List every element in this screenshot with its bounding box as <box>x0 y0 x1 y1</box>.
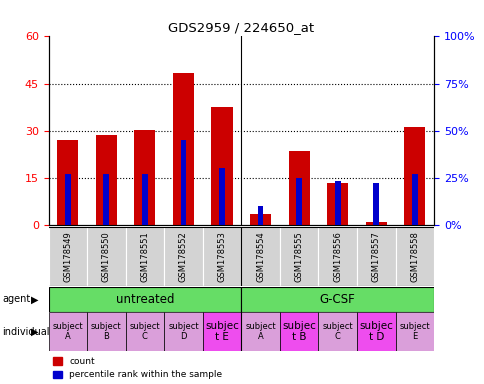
Text: subject
E: subject E <box>399 322 429 341</box>
Text: agent: agent <box>2 294 30 305</box>
Bar <box>318 312 356 351</box>
Bar <box>219 168 225 225</box>
Bar <box>164 227 202 286</box>
Bar <box>356 227 395 286</box>
Text: subject
B: subject B <box>91 322 121 341</box>
Text: GSM178552: GSM178552 <box>179 231 188 282</box>
Text: ▶: ▶ <box>30 326 38 337</box>
Text: G-CSF: G-CSF <box>319 293 355 306</box>
Bar <box>318 227 356 286</box>
Legend: count, percentile rank within the sample: count, percentile rank within the sample <box>53 357 222 379</box>
Text: GSM178557: GSM178557 <box>371 231 380 282</box>
Bar <box>373 183 378 225</box>
Bar <box>48 287 241 312</box>
Bar <box>125 312 164 351</box>
Bar <box>87 312 125 351</box>
Bar <box>411 174 417 225</box>
Bar <box>365 222 386 225</box>
Text: subject
C: subject C <box>322 322 352 341</box>
Bar <box>288 151 309 225</box>
Bar <box>65 174 71 225</box>
Title: GDS2959 / 224650_at: GDS2959 / 224650_at <box>168 21 314 34</box>
Bar <box>142 174 148 225</box>
Text: GSM178550: GSM178550 <box>102 231 111 282</box>
Text: GSM178551: GSM178551 <box>140 231 149 282</box>
Text: GSM178553: GSM178553 <box>217 231 226 282</box>
Bar <box>164 312 202 351</box>
Text: subject
D: subject D <box>168 322 198 341</box>
Text: ▶: ▶ <box>30 294 38 305</box>
Text: subjec
t D: subjec t D <box>359 321 393 343</box>
Bar <box>403 127 424 225</box>
Bar <box>95 135 117 225</box>
Bar <box>296 178 302 225</box>
Text: subjec
t E: subjec t E <box>205 321 239 343</box>
Bar <box>103 174 109 225</box>
Bar <box>125 227 164 286</box>
Bar <box>202 312 241 351</box>
Bar <box>48 227 87 286</box>
Bar <box>279 312 318 351</box>
Bar <box>241 227 279 286</box>
Bar <box>395 227 433 286</box>
Bar <box>279 227 318 286</box>
Bar <box>241 287 433 312</box>
Bar <box>87 227 125 286</box>
Bar <box>249 214 271 225</box>
Bar <box>257 206 263 225</box>
Text: individual: individual <box>2 326 50 337</box>
Text: subjec
t B: subjec t B <box>282 321 316 343</box>
Bar <box>134 130 155 225</box>
Bar <box>48 312 87 351</box>
Text: GSM178554: GSM178554 <box>256 231 265 282</box>
Text: subject
A: subject A <box>52 322 83 341</box>
Bar <box>334 181 340 225</box>
Bar <box>211 107 232 225</box>
Bar <box>172 73 194 225</box>
Bar <box>356 312 395 351</box>
Bar <box>180 140 186 225</box>
Bar <box>202 227 241 286</box>
Text: subject
A: subject A <box>245 322 275 341</box>
Text: untreated: untreated <box>115 293 174 306</box>
Text: GSM178558: GSM178558 <box>409 231 419 282</box>
Bar <box>57 140 78 225</box>
Text: GSM178549: GSM178549 <box>63 231 72 282</box>
Text: GSM178555: GSM178555 <box>294 231 303 282</box>
Bar <box>326 183 348 225</box>
Text: GSM178556: GSM178556 <box>333 231 342 282</box>
Bar <box>395 312 433 351</box>
Text: subject
C: subject C <box>129 322 160 341</box>
Bar <box>241 312 279 351</box>
